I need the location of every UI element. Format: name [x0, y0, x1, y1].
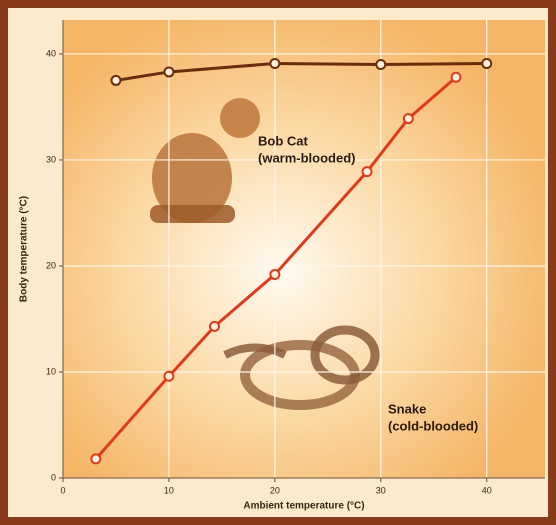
x-axis-title: Ambient temperature (°C) — [243, 501, 364, 512]
point — [270, 270, 279, 279]
annotation: (cold-blooded) — [388, 418, 478, 433]
annotation: Bob Cat — [258, 133, 309, 148]
x-tick-label: 0 — [60, 485, 65, 495]
y-axis-title: Body temperature (°C) — [19, 196, 30, 302]
point — [482, 59, 491, 68]
point — [111, 76, 120, 85]
point — [164, 372, 173, 381]
chart: Ambient temperature (°C) Body temperatur… — [0, 0, 556, 525]
y-tick-label: 30 — [46, 154, 56, 164]
point — [452, 73, 461, 82]
point — [363, 167, 372, 176]
y-tick-label: 0 — [51, 472, 56, 482]
point — [91, 454, 100, 463]
y-tick-label: 40 — [46, 48, 56, 58]
x-tick-label: 30 — [376, 485, 386, 495]
y-tick-label: 20 — [46, 260, 56, 270]
x-tick-label: 40 — [482, 485, 492, 495]
point — [164, 67, 173, 76]
x-tick-label: 10 — [164, 485, 174, 495]
point — [404, 114, 413, 123]
x-tick-label: 20 — [270, 485, 280, 495]
point — [270, 59, 279, 68]
annotation: (warm-blooded) — [258, 150, 356, 165]
point — [376, 60, 385, 69]
point — [210, 322, 219, 331]
annotation: Snake — [388, 401, 426, 416]
y-tick-label: 10 — [46, 366, 56, 376]
